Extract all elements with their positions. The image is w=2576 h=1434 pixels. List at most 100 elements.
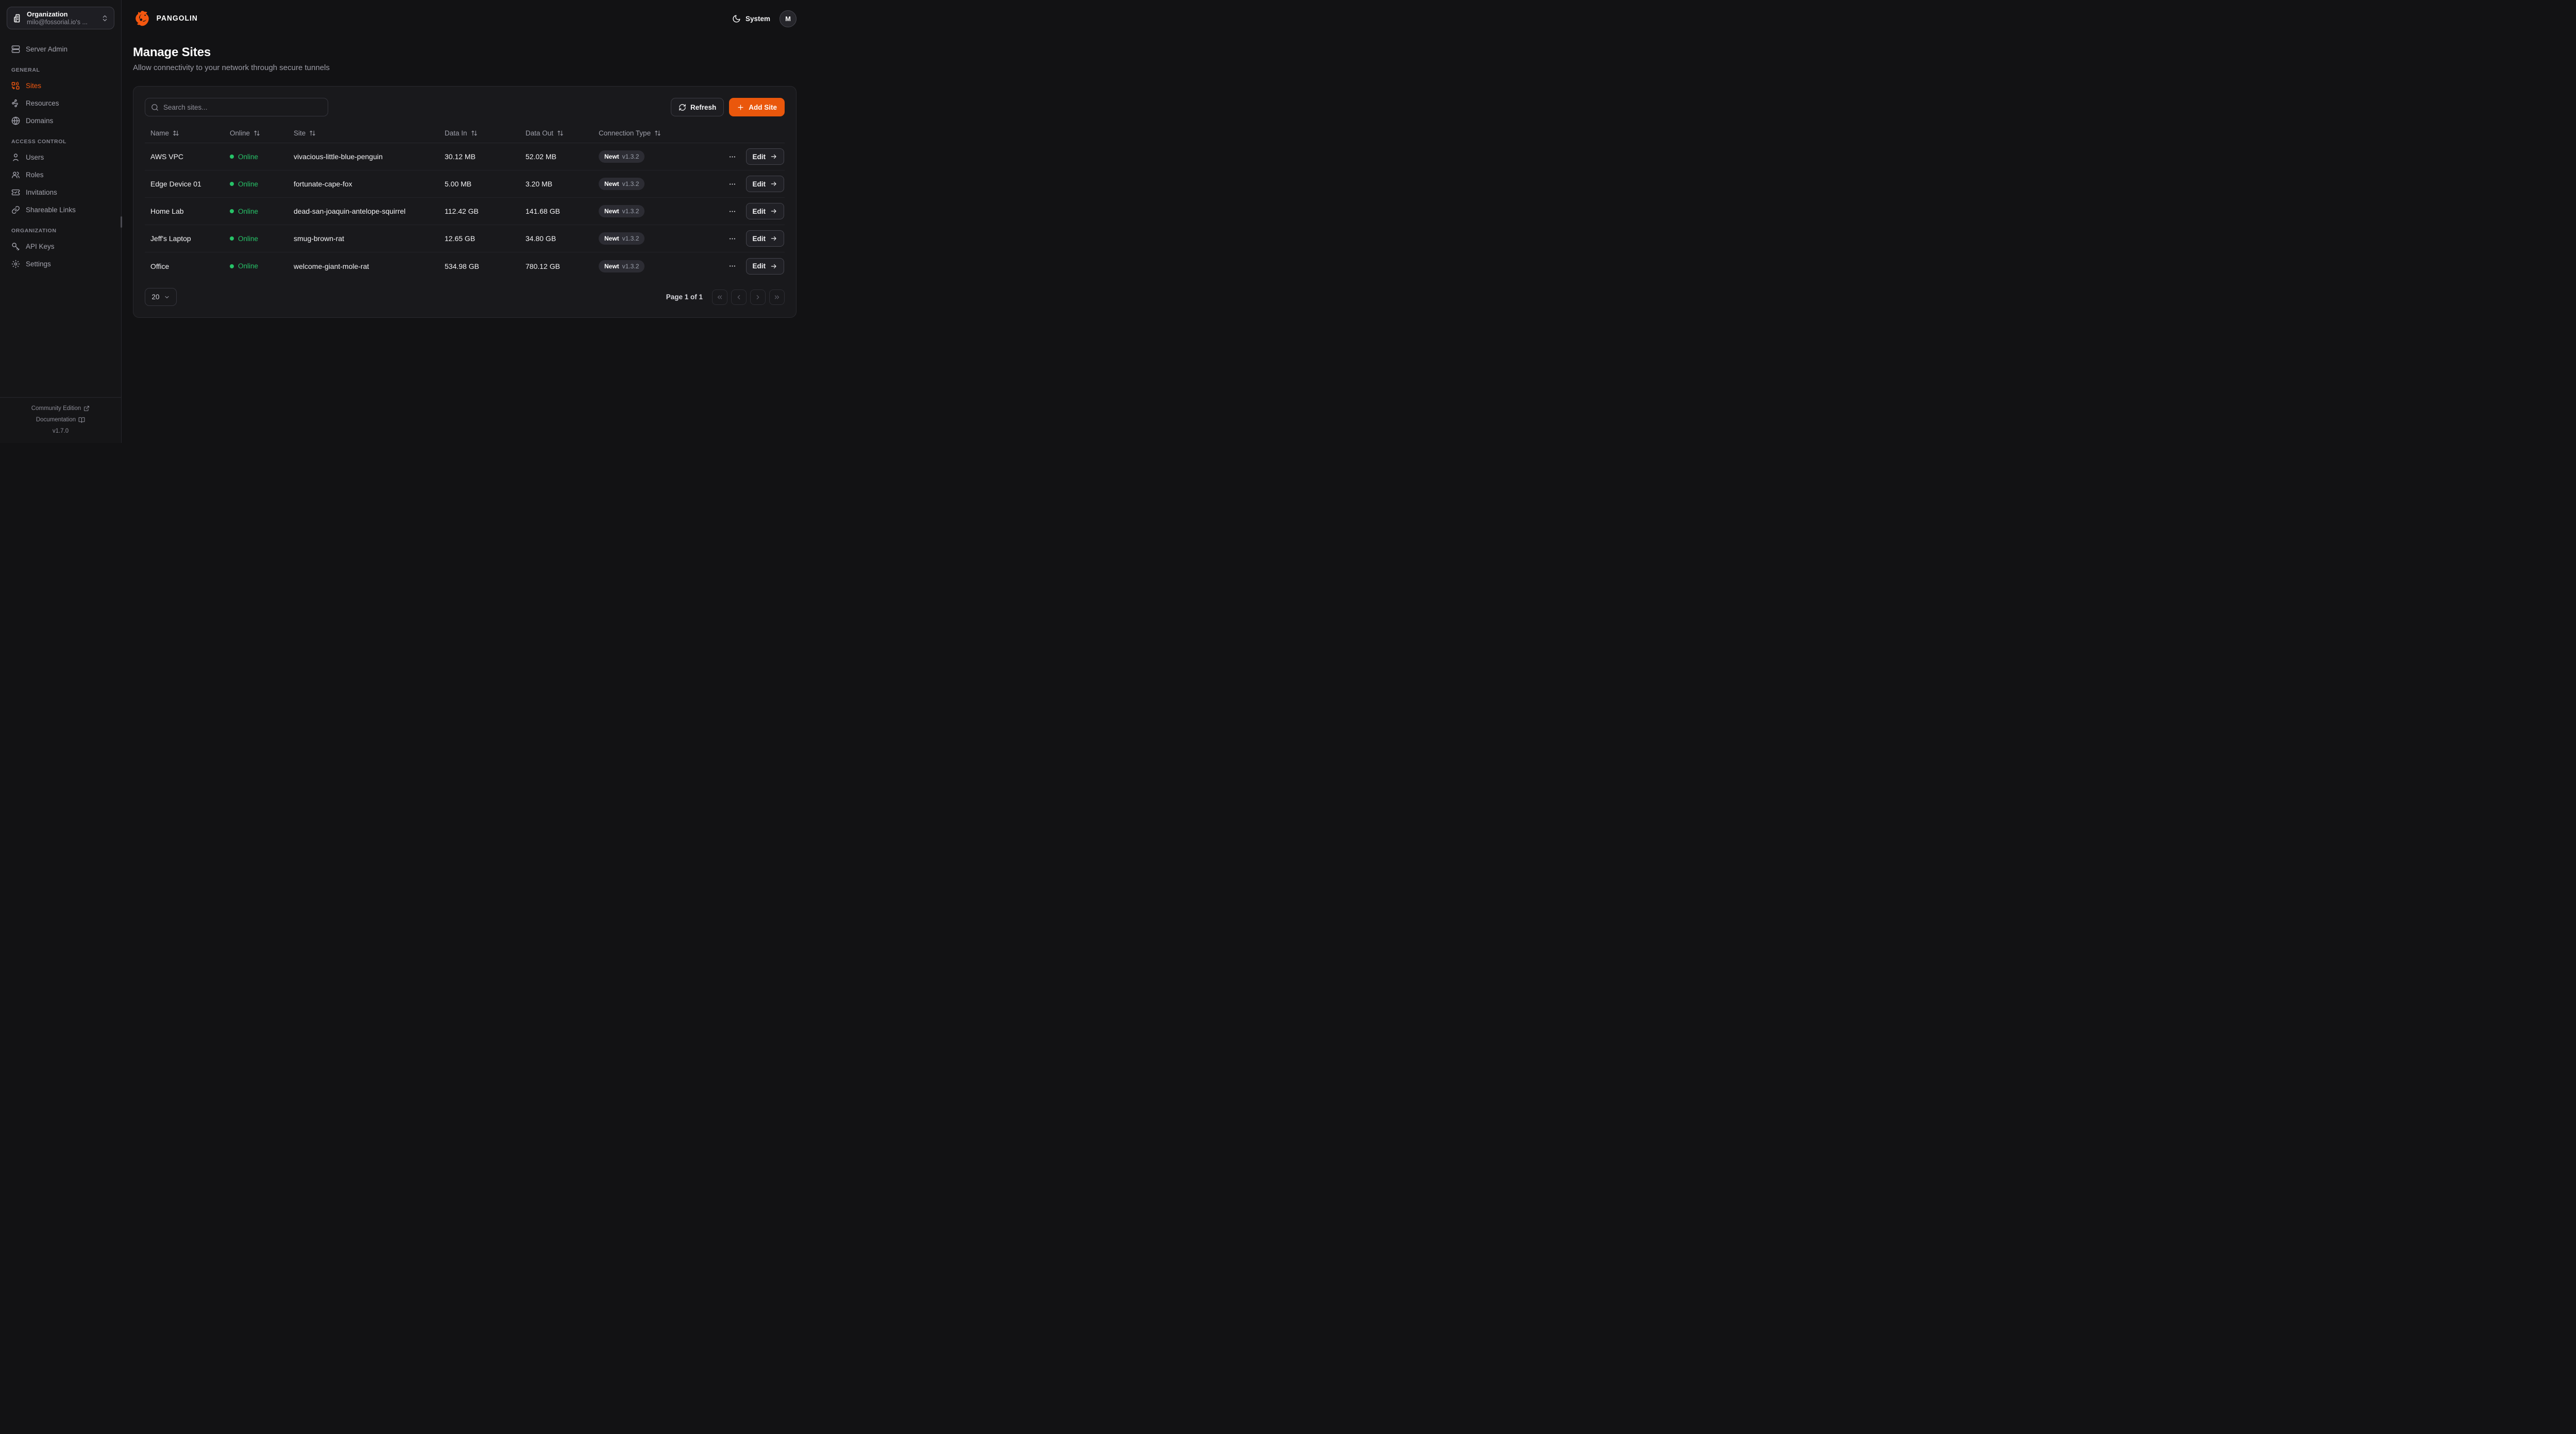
edit-button[interactable]: Edit bbox=[745, 203, 784, 219]
search-box[interactable] bbox=[145, 98, 328, 116]
sort-icon bbox=[173, 130, 179, 136]
row-menu-button[interactable] bbox=[726, 233, 738, 245]
edit-button[interactable]: Edit bbox=[745, 230, 784, 247]
sidebar-item-settings[interactable]: Settings bbox=[7, 256, 114, 271]
external-link-icon bbox=[83, 405, 90, 412]
site-name: Jeff's Laptop bbox=[150, 234, 191, 243]
brand-name: PANGOLIN bbox=[156, 14, 198, 23]
row-menu-button[interactable] bbox=[726, 206, 738, 217]
combine-icon bbox=[11, 81, 20, 90]
first-page-button[interactable] bbox=[712, 289, 727, 305]
column-header-name[interactable]: Name bbox=[150, 129, 230, 137]
sidebar-item-resources[interactable]: Resources bbox=[7, 95, 114, 111]
sidebar-item-label: Server Admin bbox=[26, 45, 68, 53]
sidebar-item-roles[interactable]: Roles bbox=[7, 167, 114, 182]
add-site-button[interactable]: Add Site bbox=[729, 98, 785, 116]
search-input[interactable] bbox=[163, 103, 322, 111]
online-status: Online bbox=[230, 235, 294, 243]
column-header-data-out[interactable]: Data Out bbox=[526, 129, 599, 137]
brand[interactable]: PANGOLIN bbox=[133, 9, 198, 28]
sort-icon bbox=[471, 130, 478, 136]
online-dot-icon bbox=[230, 155, 234, 159]
data-out: 780.12 GB bbox=[526, 262, 560, 270]
pagination: 20 Page 1 of 1 bbox=[145, 288, 785, 306]
row-menu-button[interactable] bbox=[726, 260, 738, 272]
sites-table: Name Online Site Data In Data Out bbox=[145, 124, 785, 280]
edit-button[interactable]: Edit bbox=[745, 148, 784, 165]
sidebar-footer: Community Edition Documentation v1.7.0 bbox=[0, 397, 121, 443]
documentation-link[interactable]: Documentation bbox=[4, 414, 117, 425]
data-out: 141.68 GB bbox=[526, 207, 560, 215]
arrow-right-icon bbox=[771, 209, 776, 214]
row-menu-button[interactable] bbox=[726, 178, 738, 190]
sidebar-item-server-admin[interactable]: Server Admin bbox=[7, 41, 114, 57]
sidebar-item-label: Domains bbox=[26, 116, 54, 125]
page-size-select[interactable]: 20 bbox=[145, 288, 177, 306]
avatar[interactable]: M bbox=[779, 10, 796, 27]
column-header-online[interactable]: Online bbox=[230, 129, 294, 137]
section-heading-access-control: ACCESS CONTROL bbox=[11, 139, 66, 145]
sidebar-item-users[interactable]: Users bbox=[7, 149, 114, 165]
connection-type-badge: Newt v1.3.2 bbox=[599, 232, 645, 245]
sidebar-item-shareable-links[interactable]: Shareable Links bbox=[7, 202, 114, 217]
community-edition-link[interactable]: Community Edition bbox=[4, 403, 117, 414]
waypoints-icon bbox=[11, 99, 20, 108]
site-slug: dead-san-joaquin-antelope-squirrel bbox=[294, 207, 406, 215]
online-status: Online bbox=[230, 208, 294, 215]
documentation-label: Documentation bbox=[36, 417, 76, 423]
table-row: Edge Device 01 Online fortunate-cape-fox… bbox=[145, 170, 785, 198]
sidebar-item-label: Roles bbox=[26, 170, 44, 179]
section-heading-general: GENERAL bbox=[11, 67, 40, 73]
sidebar-item-label: Invitations bbox=[26, 188, 57, 196]
online-dot-icon bbox=[230, 182, 234, 186]
sidebar-item-sites[interactable]: Sites bbox=[7, 78, 114, 93]
sidebar-resize-handle[interactable] bbox=[121, 216, 122, 228]
column-header-data-in[interactable]: Data In bbox=[445, 129, 526, 137]
org-label: Organization bbox=[27, 10, 68, 18]
site-name: Office bbox=[150, 262, 170, 270]
toolbar: Refresh Add Site bbox=[145, 98, 785, 116]
connection-type-badge: Newt v1.3.2 bbox=[599, 205, 645, 217]
ellipsis-icon bbox=[729, 265, 735, 267]
theme-toggle[interactable]: System bbox=[732, 14, 770, 23]
refresh-label: Refresh bbox=[690, 103, 717, 111]
sidebar-item-label: Resources bbox=[26, 99, 59, 107]
plus-icon bbox=[737, 104, 744, 111]
edit-button[interactable]: Edit bbox=[745, 176, 784, 192]
sidebar-nav: Server Admin GENERAL Sites bbox=[0, 36, 121, 274]
sidebar-item-label: Shareable Links bbox=[26, 206, 76, 214]
sidebar-item-invitations[interactable]: Invitations bbox=[7, 184, 114, 200]
column-header-connection-type[interactable]: Connection Type bbox=[599, 129, 722, 137]
previous-page-button[interactable] bbox=[731, 289, 747, 305]
chevrons-left-icon bbox=[717, 295, 722, 299]
users-icon bbox=[11, 170, 20, 179]
data-in: 534.98 GB bbox=[445, 262, 479, 270]
table-row: Home Lab Online dead-san-joaquin-antelop… bbox=[145, 198, 785, 225]
table-header-row: Name Online Site Data In Data Out bbox=[145, 124, 785, 143]
org-switcher[interactable]: Organization milo@fossorial.io's ... bbox=[7, 7, 114, 29]
data-in: 30.12 MB bbox=[445, 152, 476, 161]
arrow-right-icon bbox=[771, 154, 776, 159]
online-status: Online bbox=[230, 262, 294, 270]
online-status: Online bbox=[230, 153, 294, 161]
refresh-button[interactable]: Refresh bbox=[670, 98, 724, 116]
next-page-button[interactable] bbox=[750, 289, 766, 305]
site-name: Home Lab bbox=[150, 207, 184, 215]
edit-button[interactable]: Edit bbox=[745, 258, 784, 275]
row-menu-button[interactable] bbox=[726, 151, 738, 163]
table-body: AWS VPC Online vivacious-little-blue-pen… bbox=[145, 143, 785, 280]
table-row: AWS VPC Online vivacious-little-blue-pen… bbox=[145, 143, 785, 170]
last-page-button[interactable] bbox=[769, 289, 785, 305]
sidebar-item-domains[interactable]: Domains bbox=[7, 113, 114, 128]
section-heading-organization: ORGANIZATION bbox=[11, 228, 57, 234]
sidebar-item-api-keys[interactable]: API Keys bbox=[7, 238, 114, 254]
data-out: 52.02 MB bbox=[526, 152, 556, 161]
arrow-right-icon bbox=[771, 264, 776, 268]
online-status: Online bbox=[230, 180, 294, 188]
page-info: Page 1 of 1 bbox=[666, 293, 703, 301]
sort-icon bbox=[557, 130, 564, 136]
server-icon bbox=[11, 45, 20, 54]
column-header-site[interactable]: Site bbox=[294, 129, 445, 137]
theme-label: System bbox=[745, 14, 770, 23]
site-slug: welcome-giant-mole-rat bbox=[294, 262, 369, 270]
